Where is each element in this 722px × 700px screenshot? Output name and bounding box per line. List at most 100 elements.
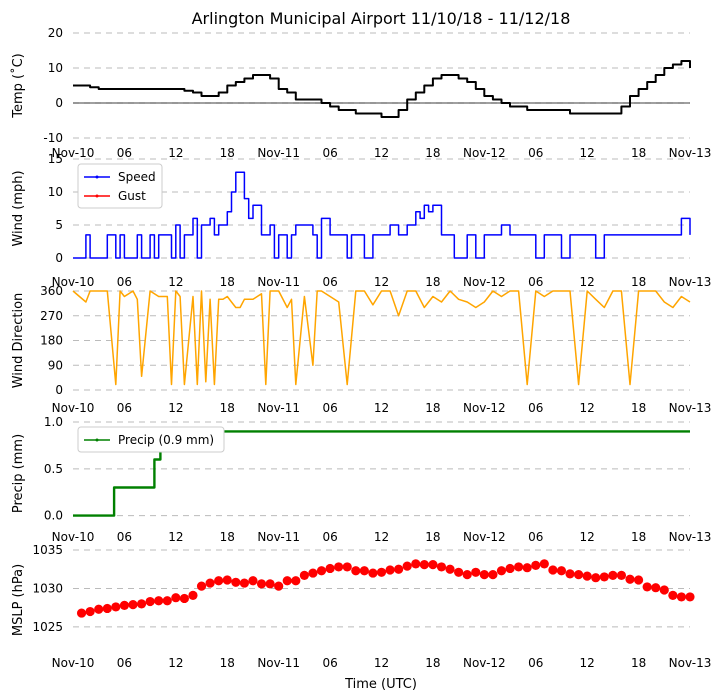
- data-point-mslp: [394, 564, 404, 574]
- data-point-mslp: [76, 608, 87, 618]
- data-point-mslp: [239, 578, 249, 588]
- data-point-mslp: [591, 573, 601, 583]
- data-point-mslp: [582, 571, 592, 581]
- y-tick-label-precip: 0.5: [44, 462, 63, 476]
- data-point-mslp: [248, 576, 258, 586]
- x-tick-label-temp: 12: [580, 146, 595, 160]
- x-tick-label-wdir: Nov-10: [52, 401, 95, 415]
- x-tick-label-precip: 12: [374, 530, 389, 544]
- chart-title: Arlington Municipal Airport 11/10/18 - 1…: [192, 9, 571, 28]
- data-point-mslp: [214, 576, 224, 586]
- data-point-mslp: [222, 575, 232, 585]
- y-tick-label-precip: 0.0: [44, 509, 63, 523]
- data-point-mslp: [548, 565, 558, 575]
- data-point-mslp: [642, 582, 652, 592]
- x-tick-label-temp: 06: [322, 146, 337, 160]
- data-point-mslp: [265, 579, 275, 589]
- series-line-temp-0: [73, 60, 691, 118]
- y-tick-label-wdir: 180: [40, 334, 63, 348]
- data-point-mslp: [531, 560, 541, 570]
- y-axis-label-precip: Precip (mm): [11, 434, 26, 513]
- data-point-mslp: [462, 570, 472, 580]
- data-point-mslp: [94, 604, 104, 614]
- data-point-mslp: [162, 596, 172, 606]
- x-tick-label-mslp: 12: [374, 656, 389, 670]
- x-tick-label-precip: 06: [117, 530, 132, 544]
- x-tick-label-temp: 18: [631, 146, 646, 160]
- x-tick-label-wind: 18: [425, 275, 440, 289]
- x-tick-label-precip: 12: [168, 530, 183, 544]
- data-point-mslp: [539, 559, 549, 569]
- x-tick-label-wdir: 18: [220, 401, 235, 415]
- x-tick-label-precip: Nov-12: [463, 530, 506, 544]
- panel-temp: -10 0 10 20 Nov-10 06 12 18 Nov-11 06 12 18 Nov-12 06…: [10, 26, 711, 160]
- x-tick-label-temp: 18: [425, 146, 440, 160]
- data-point-mslp: [128, 600, 138, 610]
- data-point-mslp: [351, 566, 361, 576]
- data-point-mslp: [505, 563, 515, 574]
- x-tick-label-wdir: 12: [580, 401, 595, 415]
- data-point-mslp: [659, 585, 669, 595]
- data-point-mslp: [454, 567, 464, 577]
- x-tick-label-wdir: 18: [425, 401, 440, 415]
- x-tick-label-mslp: 06: [528, 656, 543, 670]
- data-point-mslp: [573, 570, 584, 580]
- x-tick-label-precip: Nov-10: [52, 530, 95, 544]
- x-tick-label-precip: 06: [322, 530, 337, 544]
- data-point-mslp: [145, 596, 155, 607]
- data-point-mslp: [325, 563, 335, 574]
- data-point-mslp: [308, 568, 318, 578]
- legend-precip: Precip (0.9 mm): [77, 426, 225, 453]
- data-point-mslp: [625, 574, 635, 584]
- data-point-mslp: [256, 579, 267, 589]
- y-tick-label-wind: 0: [55, 251, 63, 265]
- x-tick-label-temp: 12: [168, 146, 183, 160]
- data-point-mslp: [196, 581, 207, 591]
- data-point-mslp: [428, 560, 438, 570]
- x-tick-label-wind: 12: [374, 275, 389, 289]
- data-point-mslp: [402, 561, 412, 571]
- x-tick-label-mslp: Nov-11: [257, 656, 300, 670]
- x-tick-label-temp: 06: [528, 146, 543, 160]
- x-tick-label-wind: 06: [117, 275, 132, 289]
- data-point-mslp: [376, 567, 387, 577]
- y-tick-label-temp: 10: [48, 61, 63, 75]
- data-point-mslp: [599, 572, 609, 582]
- y-tick-label-wdir: 0: [55, 383, 63, 397]
- data-point-mslp: [316, 566, 327, 576]
- data-point-mslp: [136, 599, 147, 609]
- panels: -10 0 10 20 Nov-10 06 12 18 Nov-11 06 12 18 Nov-12 06…: [10, 26, 711, 670]
- y-tick-label-mslp: 1025: [32, 620, 63, 634]
- x-tick-label-wdir: 12: [374, 401, 389, 415]
- x-tick-label-precip: 18: [425, 530, 440, 544]
- x-tick-label-mslp: Nov-10: [52, 656, 95, 670]
- y-tick-label-precip: 1.0: [44, 415, 63, 429]
- data-point-mslp: [616, 570, 627, 580]
- y-axis-label-wind: Wind (mph): [11, 170, 26, 246]
- x-tick-label-wdir: 06: [117, 401, 132, 415]
- data-point-mslp: [411, 559, 421, 569]
- x-tick-label-mslp: 18: [220, 656, 235, 670]
- x-tick-label-wind: 18: [220, 275, 235, 289]
- y-tick-label-temp: -10: [43, 131, 63, 145]
- data-point-mslp: [514, 562, 524, 572]
- data-point-mslp: [274, 581, 284, 591]
- data-point-mslp: [359, 566, 369, 576]
- data-point-mslp: [334, 562, 344, 572]
- data-point-mslp: [171, 593, 181, 603]
- legend-marker: [95, 194, 99, 198]
- x-tick-label-precip: 18: [220, 530, 235, 544]
- data-point-mslp: [676, 592, 687, 602]
- x-tick-label-wind: 18: [631, 275, 646, 289]
- data-point-mslp: [205, 578, 215, 588]
- x-tick-label-temp: 06: [117, 146, 132, 160]
- data-point-mslp: [419, 560, 429, 570]
- legend-marker: [95, 175, 99, 179]
- panel-wdir: 0 90 180 270 360 Nov-10 06 12 18 Nov-11 06 12 18 Nov-…: [11, 284, 711, 415]
- data-point-mslp: [102, 603, 112, 614]
- x-tick-label-temp: Nov-10: [52, 146, 95, 160]
- data-point-mslp: [565, 569, 575, 579]
- data-point-mslp: [85, 606, 95, 617]
- data-point-mslp: [385, 565, 395, 575]
